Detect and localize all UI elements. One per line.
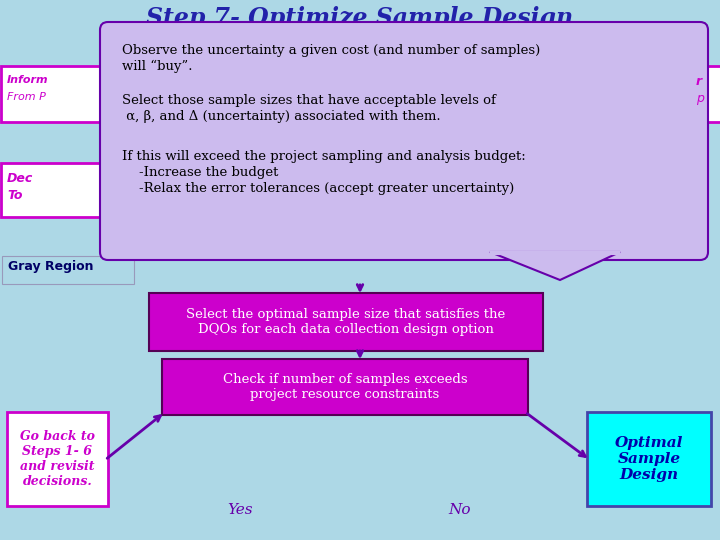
Text: Inform: Inform [7,75,49,85]
FancyBboxPatch shape [7,412,108,506]
Text: Go back to
Steps 1- 6
and revisit
decisions.: Go back to Steps 1- 6 and revisit decisi… [20,430,95,488]
FancyBboxPatch shape [690,66,720,122]
Text: will “buy”.: will “buy”. [122,60,192,73]
Text: From P: From P [7,92,46,102]
FancyBboxPatch shape [587,412,711,506]
Text: p: p [696,92,704,105]
FancyBboxPatch shape [162,359,528,415]
Text: If this will exceed the project sampling and analysis budget:: If this will exceed the project sampling… [122,150,526,163]
FancyBboxPatch shape [100,22,708,260]
Polygon shape [490,252,620,280]
Text: Observe the uncertainty a given cost (and number of samples): Observe the uncertainty a given cost (an… [122,44,540,57]
FancyBboxPatch shape [1,163,105,217]
Text: r: r [696,75,702,88]
Text: α, β, and Δ (uncertainty) associated with them.: α, β, and Δ (uncertainty) associated wit… [122,110,441,123]
Text: Select the optimal sample size that satisfies the
DQOs for each data collection : Select the optimal sample size that sati… [186,308,505,336]
FancyBboxPatch shape [149,293,543,351]
Text: Check if number of samples exceeds
project resource constraints: Check if number of samples exceeds proje… [222,373,467,401]
Text: -Relax the error tolerances (accept greater uncertainty): -Relax the error tolerances (accept grea… [122,182,514,195]
Text: -Increase the budget: -Increase the budget [122,166,279,179]
Text: Optimal
Sample
Design: Optimal Sample Design [615,436,683,482]
Text: To: To [7,189,22,202]
Text: Select those sample sizes that have acceptable levels of: Select those sample sizes that have acce… [122,94,496,107]
Text: No: No [449,503,472,517]
Text: Dec: Dec [7,172,33,185]
FancyBboxPatch shape [1,66,105,122]
Text: Gray Region: Gray Region [8,260,94,273]
Text: Step 7- Optimize Sample Design: Step 7- Optimize Sample Design [146,6,574,30]
Text: Yes: Yes [228,503,253,517]
